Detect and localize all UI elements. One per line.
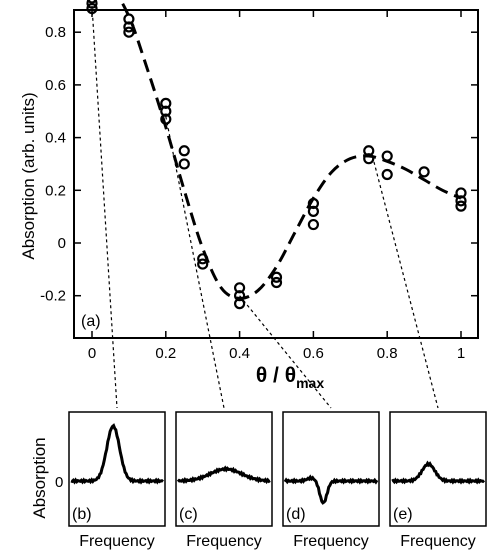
fit-curve — [92, 0, 461, 298]
main-plot: 00.20.40.60.81-0.200.20.40.60.81 (a) Abs… — [19, 0, 478, 408]
inset-panel: (e) Frequency — [390, 412, 486, 550]
data-point — [383, 152, 392, 161]
inset-panel: (b) Frequency — [69, 412, 165, 550]
inset-x-axis-title: Frequency — [293, 533, 369, 550]
inset-zero-tick-label: 0 — [55, 474, 63, 491]
x-tick-label: 0.8 — [377, 345, 398, 362]
insets: (b) Frequency (c) Frequency (d) Frequency (e) F… — [69, 412, 486, 550]
y-axis-title: Absorption (arb. units) — [19, 92, 38, 259]
x-tick-label: 0 — [88, 345, 96, 362]
y-tick-label: 0 — [58, 235, 66, 252]
inset-x-axis-title: Frequency — [79, 533, 155, 550]
x-tick-label: 0.4 — [229, 345, 250, 362]
panel-label-a: (a) — [81, 313, 101, 330]
data-points — [88, 0, 466, 308]
y-tick-label: 0.2 — [45, 182, 66, 199]
x-axis-title-sub: max — [296, 375, 324, 391]
data-point — [383, 170, 392, 179]
inset-spectrum — [178, 468, 270, 482]
x-tick-label: 1 — [457, 345, 465, 362]
main-plot-tick-labels: 00.20.40.60.81-0.200.20.40.60.81 — [40, 0, 465, 362]
data-point — [180, 159, 189, 168]
y-tick-label: 0.4 — [45, 130, 66, 147]
inset-spectrum — [71, 426, 163, 482]
leader-line — [372, 156, 438, 408]
data-point — [420, 167, 429, 176]
y-tick-label: 0.6 — [45, 77, 66, 94]
inset-label: (b) — [72, 506, 92, 523]
y-tick-label: -0.2 — [40, 288, 66, 305]
x-tick-label: 0.2 — [155, 345, 176, 362]
data-point — [309, 220, 318, 229]
inset-label: (c) — [179, 506, 198, 523]
inset-spectrum — [285, 477, 377, 503]
main-plot-frame — [74, 10, 478, 338]
inset-x-axis-title: Frequency — [186, 533, 262, 550]
inset-label: (d) — [286, 506, 306, 523]
inset-panel: (c) Frequency — [176, 412, 272, 550]
inset-panel: (d) Frequency — [283, 412, 379, 550]
inset-label: (e) — [393, 506, 413, 523]
x-tick-label: 0.6 — [303, 345, 324, 362]
leader-line — [166, 117, 224, 408]
y-tick-label: 0.8 — [45, 24, 66, 41]
x-axis-title-main: θ / θ — [256, 364, 296, 387]
x-axis-title: θ / θmax — [256, 364, 324, 391]
inset-x-axis-title: Frequency — [400, 533, 476, 550]
inset-y-axis-title: Absorption — [30, 437, 49, 518]
inset-spectrum — [392, 463, 484, 482]
data-point — [180, 146, 189, 155]
